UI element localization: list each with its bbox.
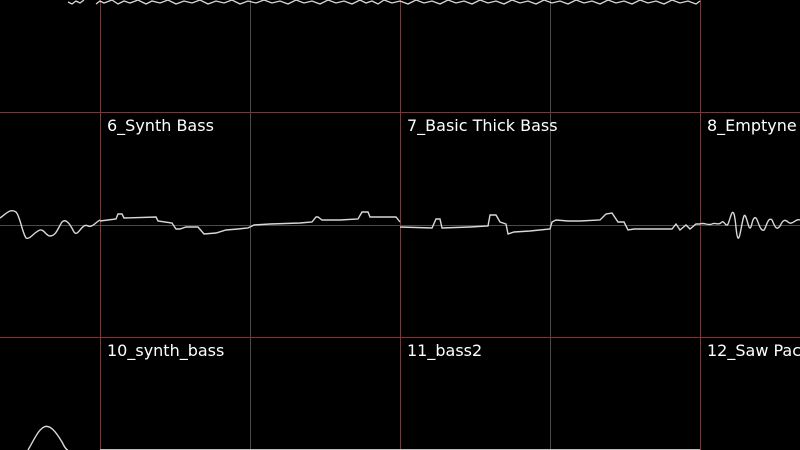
cell-6-label[interactable]: 6_Synth Bass bbox=[107, 116, 214, 135]
waveform-cell-9 bbox=[27, 425, 69, 450]
cell-11-label[interactable]: 11_bass2 bbox=[407, 341, 483, 360]
cell-10-label[interactable]: 10_synth_bass bbox=[107, 341, 225, 360]
cell-8-label[interactable]: 8_Emptyne bbox=[707, 116, 797, 135]
waveform-cell-5 bbox=[0, 209, 101, 239]
waveform-cell-7 bbox=[399, 212, 700, 235]
waveform-cell-8 bbox=[699, 211, 800, 239]
cell-12-label[interactable]: 12_Saw Pac bbox=[707, 341, 800, 360]
cell-7-label[interactable]: 7_Basic Thick Bass bbox=[407, 116, 558, 135]
waveform-cell-6 bbox=[99, 211, 401, 235]
top-row-waveform bbox=[67, 0, 701, 5]
